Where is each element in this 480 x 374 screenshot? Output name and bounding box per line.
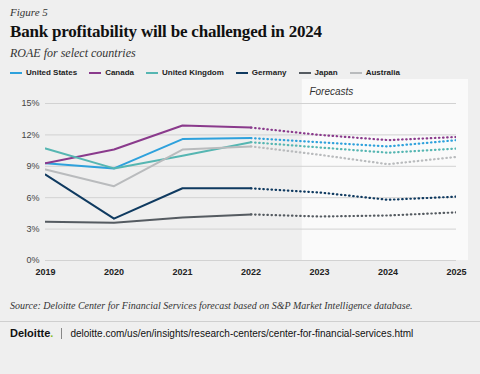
svg-text:2022: 2022: [241, 267, 261, 277]
svg-text:2025: 2025: [446, 267, 466, 277]
html-text:Figure 5: Figure 5: [10, 6, 48, 18]
svg-text:2023: 2023: [309, 267, 329, 277]
html-text:Australia: Australia: [365, 68, 400, 77]
html-text:ROAE for select countries: ROAE for select countries: [10, 46, 136, 60]
svg-text:Forecasts: Forecasts: [309, 86, 353, 97]
svg-text:2021: 2021: [172, 267, 192, 277]
svg-text:15%: 15%: [21, 98, 39, 108]
html-text:Germany: Germany: [251, 68, 287, 77]
html-text:Bank profitability will be cha: Bank profitability will be challenged in…: [10, 22, 322, 41]
html-text:Japan: Japan: [314, 68, 338, 77]
svg-text:9%: 9%: [26, 161, 39, 171]
html-text:Canada: Canada: [105, 68, 134, 77]
svg-text:0%: 0%: [26, 255, 39, 265]
html-text:Deloitte.: Deloitte.: [10, 327, 54, 339]
svg-text:2024: 2024: [378, 267, 398, 277]
svg-text:2020: 2020: [104, 267, 124, 277]
svg-text:2019: 2019: [35, 267, 55, 277]
svg-text:6%: 6%: [26, 193, 39, 203]
html-text:United Kingdom: United Kingdom: [162, 68, 224, 77]
html-text:United States: United States: [26, 68, 78, 77]
svg-text:3%: 3%: [26, 224, 39, 234]
html-text:deloitte.com/us/en/insights/re: deloitte.com/us/en/insights/research-cen…: [70, 327, 414, 339]
html-text:Source: Deloitte Center for Fi: Source: Deloitte Center for Financial Se…: [10, 300, 413, 311]
svg-text:12%: 12%: [21, 130, 39, 140]
